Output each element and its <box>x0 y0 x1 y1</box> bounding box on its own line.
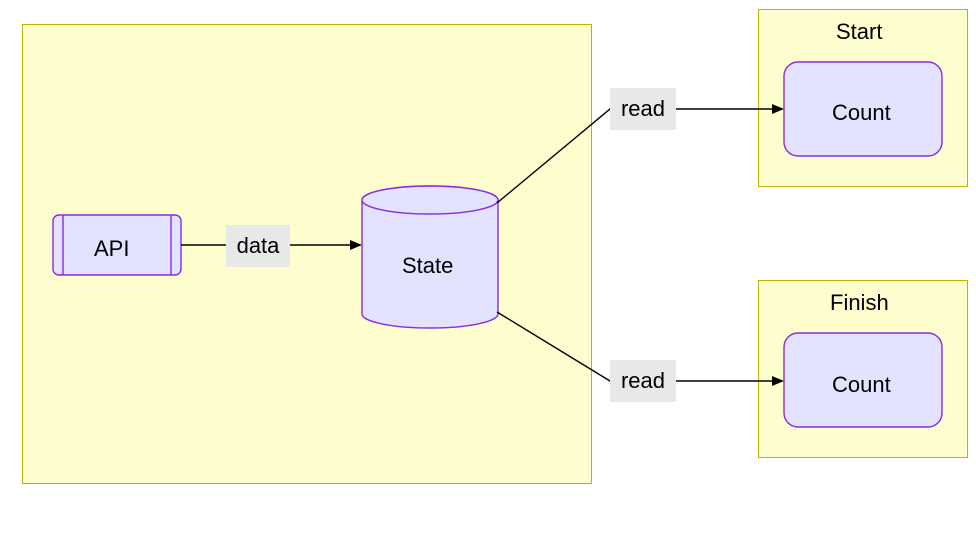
node-api <box>53 215 181 275</box>
node-count-finish <box>784 333 942 427</box>
node-count-start <box>784 62 942 156</box>
diagram-svg-layer <box>0 0 976 545</box>
diagram-canvas: Start Finish API State Count <box>0 0 976 545</box>
edge-label-read-1: read <box>610 88 676 130</box>
node-state <box>362 186 498 328</box>
edge-label-data: data <box>226 225 290 267</box>
edge-label-read-2: read <box>610 360 676 402</box>
